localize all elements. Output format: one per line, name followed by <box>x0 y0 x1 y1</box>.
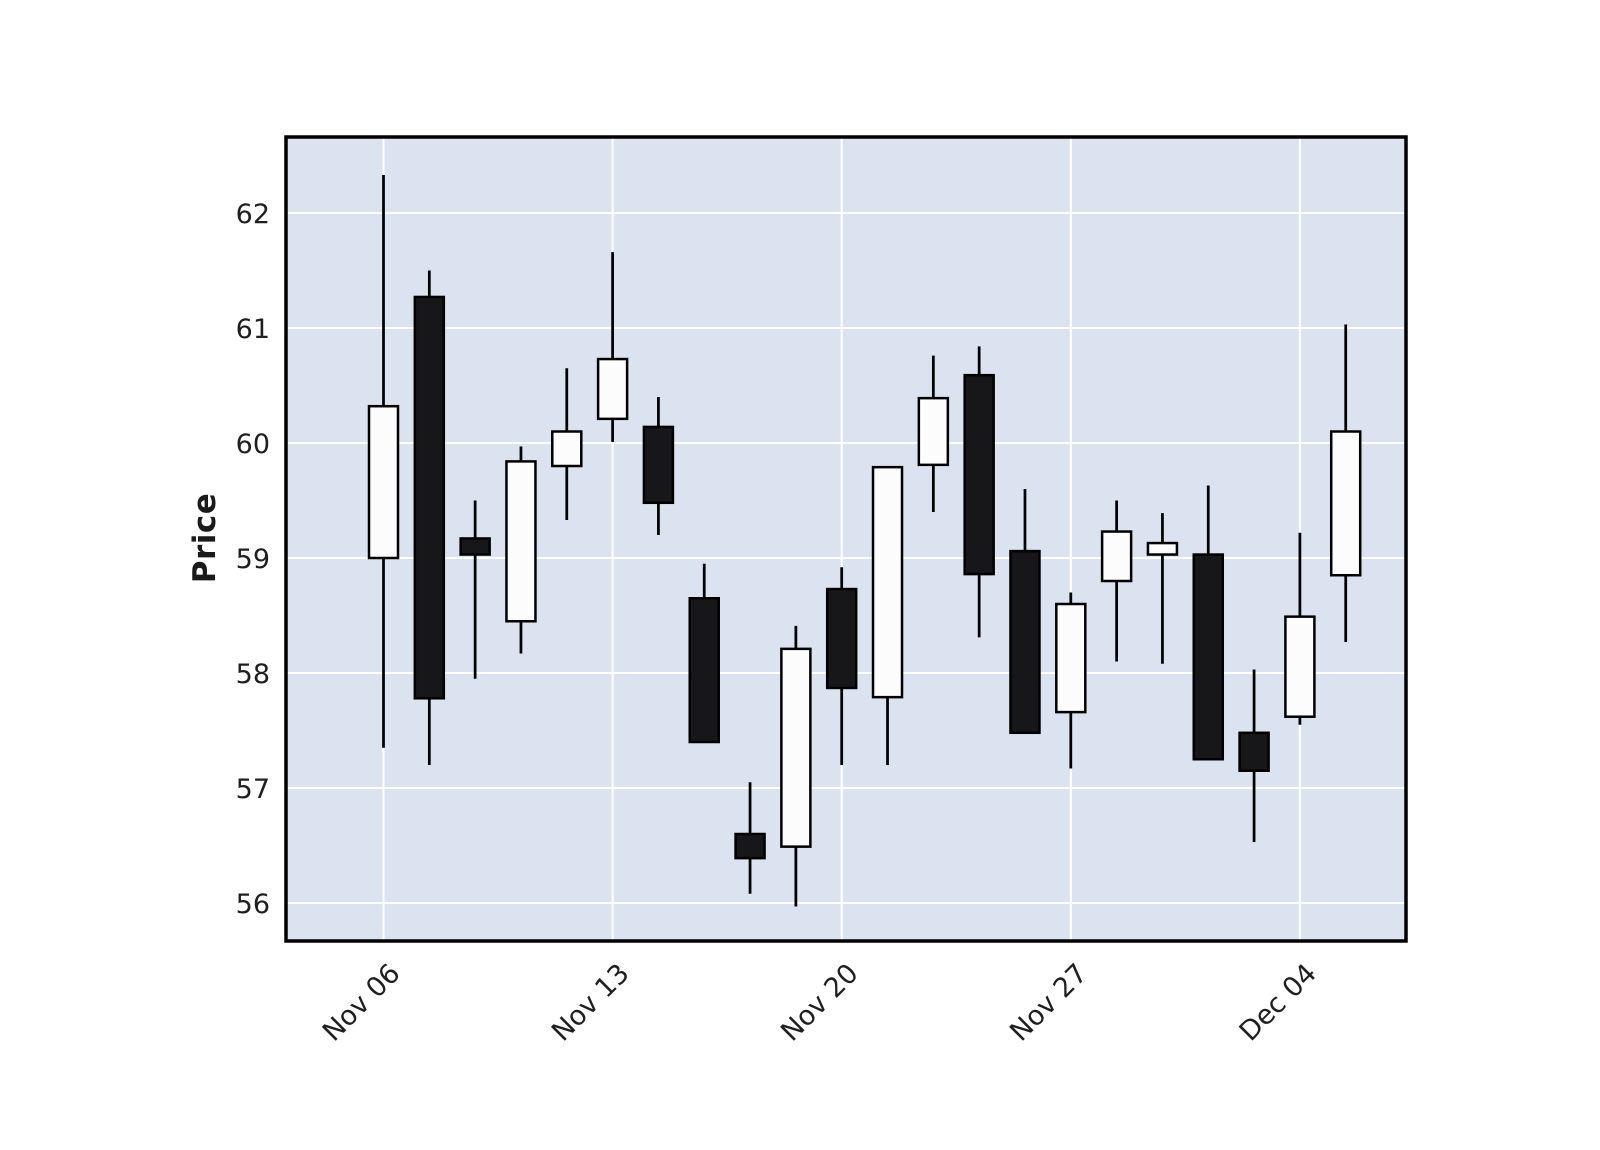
candle-18-body <box>1146 541 1179 556</box>
candle-7-body <box>642 425 675 505</box>
x-tick-label: Nov 06 <box>317 958 407 1048</box>
plot-area <box>286 137 1406 941</box>
candle-5-body <box>551 430 583 468</box>
candle-13-body <box>917 396 950 467</box>
x-tick-label: Nov 27 <box>1004 958 1094 1048</box>
candle-11-body <box>825 587 858 690</box>
x-tick-label: Dec 04 <box>1234 958 1323 1047</box>
candle-20-body <box>1238 731 1270 772</box>
y-tick-label: 57 <box>236 774 270 805</box>
candle-12-body <box>871 465 904 699</box>
y-tick-label: 61 <box>236 314 270 345</box>
candle-9-body <box>734 832 766 860</box>
candle-1-body <box>367 404 400 560</box>
candle-22-body <box>1329 430 1362 577</box>
candle-17-body <box>1100 530 1133 583</box>
y-tick-label: 58 <box>236 659 270 690</box>
candle-21-body <box>1284 615 1316 718</box>
x-tick-label: Nov 13 <box>546 958 636 1048</box>
y-axis-label: Price <box>187 492 223 584</box>
y-tick-label: 62 <box>236 199 270 230</box>
candle-14-body <box>963 373 995 576</box>
axes-frame <box>284 135 1408 943</box>
candle-15-body <box>1009 549 1041 735</box>
x-tick-label: Nov 20 <box>775 958 865 1048</box>
candle-8-body <box>688 597 720 744</box>
y-tick-label: 56 <box>236 889 270 920</box>
candle-16-body <box>1055 602 1087 714</box>
y-tick-label: 60 <box>236 429 270 460</box>
candle-6-body <box>596 357 629 421</box>
candle-4-body <box>505 460 537 623</box>
candle-10-body <box>780 647 812 848</box>
candle-19-body <box>1192 553 1225 761</box>
candle-3-body <box>459 537 491 556</box>
candle-2-body <box>413 295 446 700</box>
y-tick-label: 59 <box>236 544 270 575</box>
